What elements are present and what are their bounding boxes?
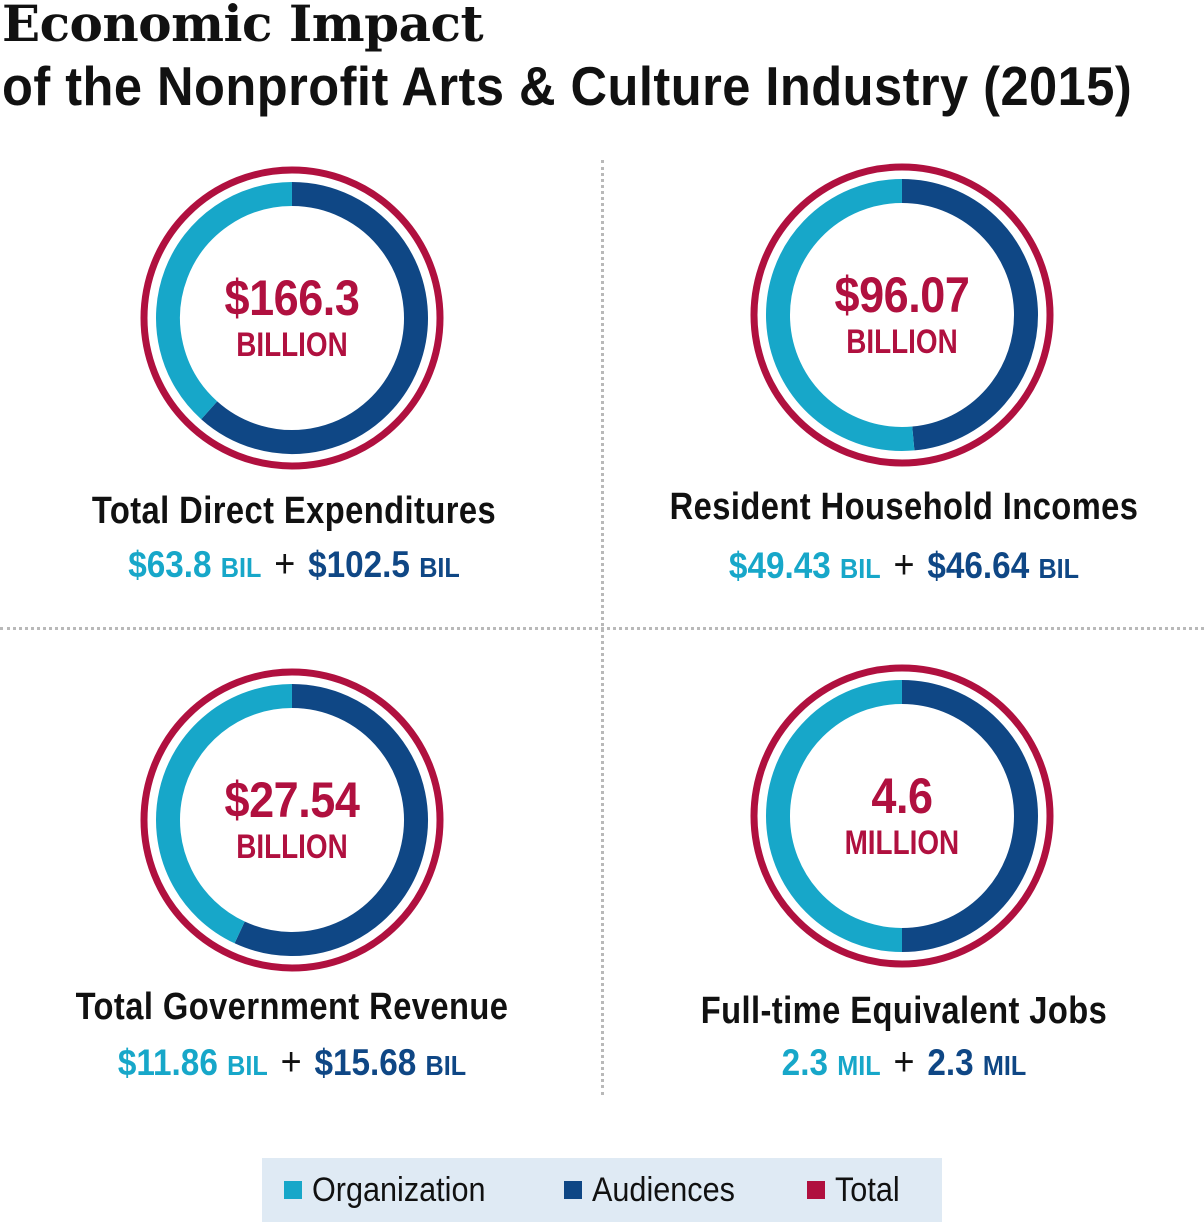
- total-value: 4.6: [871, 768, 933, 824]
- org-unit: BIL: [840, 553, 881, 584]
- plus-sign: +: [893, 1040, 915, 1084]
- aud-value: $102.5: [308, 544, 410, 585]
- legend: Organization Audiences Total: [262, 1158, 942, 1222]
- metric-breakdown: $11.86 BIL + $15.68 BIL: [22, 1040, 562, 1085]
- legend-item-audiences: Audiences: [564, 1158, 751, 1222]
- total-value: $96.07: [834, 267, 970, 323]
- total-unit: BILLION: [846, 323, 958, 361]
- aud-unit: BIL: [419, 552, 460, 583]
- legend-label: Total: [835, 1170, 900, 1209]
- plus-sign: +: [280, 1040, 302, 1084]
- total-unit: BILLION: [236, 326, 348, 364]
- donut-chart: 4.6 MILLION: [747, 661, 1057, 971]
- legend-item-total: Total: [807, 1158, 907, 1222]
- metric-label: Full-time Equivalent Jobs: [700, 990, 1108, 1032]
- total-value: $166.3: [224, 270, 360, 326]
- total-swatch-icon: [807, 1181, 825, 1199]
- metric-breakdown: $63.8 BIL + $102.5 BIL: [24, 542, 564, 587]
- page-subtitle: of the Nonprofit Arts & Culture Industry…: [2, 55, 1133, 117]
- page-title: Economic Impact: [2, 0, 484, 53]
- aud-value: $15.68: [314, 1042, 417, 1083]
- org-unit: BIL: [220, 552, 262, 583]
- aud-value: 2.3: [927, 1042, 974, 1083]
- total-unit: BILLION: [236, 828, 348, 866]
- total-unit: MILLION: [844, 824, 960, 862]
- org-value: $11.86: [117, 1042, 218, 1083]
- org-unit: BIL: [227, 1050, 268, 1081]
- donut-ring-icon: [140, 166, 444, 470]
- aud-unit: BIL: [425, 1050, 467, 1081]
- org-value: $63.8: [128, 544, 212, 585]
- donut-chart: $96.07 BILLION: [747, 160, 1057, 470]
- legend-label: Audiences: [592, 1170, 735, 1209]
- metric-label: Total Direct Expenditures: [91, 490, 497, 532]
- aud-unit: MIL: [982, 1050, 1027, 1081]
- donut-ring-icon: [140, 668, 444, 972]
- metric-label: Resident Household Incomes: [669, 486, 1139, 528]
- donut-ring-icon: [750, 664, 1054, 968]
- org-value: $49.43: [728, 545, 831, 586]
- legend-label: Organization: [312, 1170, 486, 1209]
- donut-ring-icon: [750, 163, 1054, 467]
- metric-label: Total Government Revenue: [75, 986, 509, 1028]
- plus-sign: +: [893, 543, 915, 587]
- metric-breakdown: 2.3 MIL + 2.3 MIL: [634, 1040, 1174, 1085]
- organization-swatch-icon: [284, 1181, 302, 1199]
- org-value: 2.3: [781, 1042, 828, 1083]
- donut-chart: $27.54 BILLION: [137, 665, 447, 975]
- org-unit: MIL: [837, 1050, 881, 1081]
- horizontal-divider: [0, 627, 1204, 630]
- plus-sign: +: [274, 542, 296, 586]
- donut-chart: $166.3 BILLION: [137, 163, 447, 473]
- legend-item-organization: Organization: [284, 1158, 505, 1222]
- metric-breakdown: $49.43 BIL + $46.64 BIL: [634, 543, 1174, 588]
- aud-value: $46.64: [927, 545, 1030, 586]
- aud-unit: BIL: [1038, 553, 1080, 584]
- audiences-swatch-icon: [564, 1181, 582, 1199]
- total-value: $27.54: [224, 772, 360, 828]
